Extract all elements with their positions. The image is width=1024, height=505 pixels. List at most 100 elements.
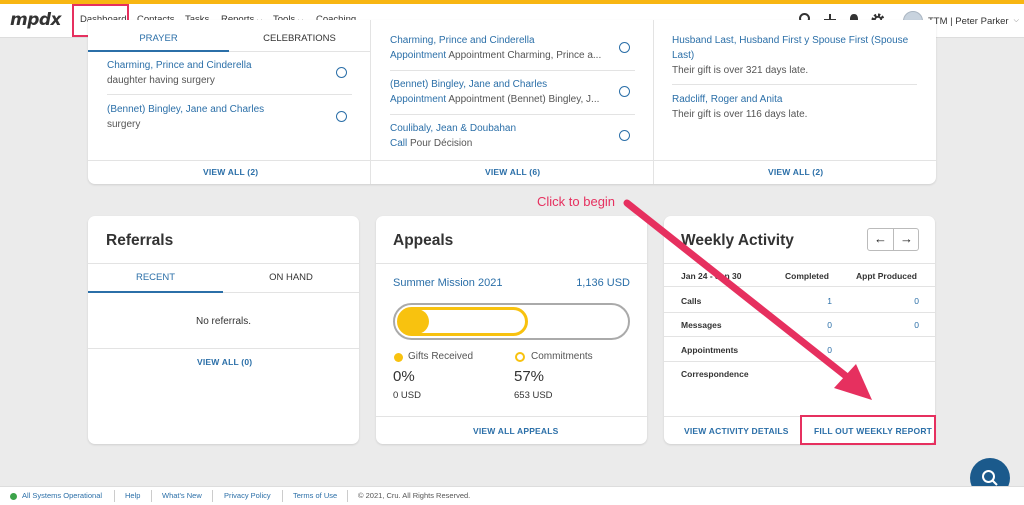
week-pager: ← → <box>867 228 919 251</box>
item-note: Their gift is over 321 days late. <box>672 65 809 76</box>
commitments-progress <box>397 307 528 336</box>
contact-name[interactable]: (Bennet) Bingley, Jane and Charles <box>107 104 265 115</box>
nav-tasks[interactable]: Tasks <box>185 14 209 25</box>
col-appt-produced: Appt Produced <box>856 271 917 281</box>
late-gift-item[interactable]: Radcliff, Roger and Anita Their gift is … <box>672 92 922 122</box>
appeal-progress-bar <box>393 303 630 340</box>
pager-divider <box>893 229 894 250</box>
messages-appt[interactable]: 0 <box>914 320 919 330</box>
gifts-amount: 0 USD <box>393 390 421 401</box>
weekly-activity-card: Weekly Activity ← → Jan 24 - Jan 30 Comp… <box>664 216 935 444</box>
row-label: Appointments <box>681 345 739 355</box>
complete-circle-icon[interactable] <box>336 67 347 78</box>
row-label: Messages <box>681 320 722 330</box>
list-item[interactable]: (Bennet) Bingley, Jane and Charles surge… <box>107 102 264 132</box>
tab-divider <box>229 51 370 52</box>
contact-name[interactable]: Radcliff, Roger and Anita <box>672 94 783 105</box>
footer-separator <box>347 490 348 502</box>
tab-divider <box>223 292 359 293</box>
calls-appt[interactable]: 0 <box>914 296 919 306</box>
contact-name[interactable]: Charming, Prince and Cinderella <box>107 60 252 71</box>
complete-circle-icon[interactable] <box>336 111 347 122</box>
commitments-percent: 57% <box>514 368 545 385</box>
divider <box>376 263 647 264</box>
gifts-progress <box>399 309 429 334</box>
appeals-card: Appeals Summer Mission 2021 1,136 USD Gi… <box>376 216 647 444</box>
nav-reports-label: Reports <box>221 14 254 25</box>
chevron-down-icon: ⌵ <box>1013 17 1019 24</box>
mpdx-logo[interactable]: mpdx <box>10 10 62 30</box>
appeal-name[interactable]: Summer Mission 2021 <box>393 277 503 289</box>
task-item[interactable]: Charming, Prince and Cinderella Appointm… <box>390 33 610 63</box>
footer-separator <box>114 490 115 502</box>
arrow-right-icon[interactable]: → <box>900 231 913 246</box>
complete-circle-icon[interactable] <box>619 130 630 141</box>
view-all-prayer[interactable]: VIEW ALL (2) <box>203 167 259 177</box>
tab-underline <box>88 291 223 293</box>
nav-coaching[interactable]: Coaching <box>316 14 356 25</box>
complete-circle-icon[interactable] <box>619 42 630 53</box>
task-item[interactable]: (Bennet) Bingley, Jane and Charles Appoi… <box>390 77 610 107</box>
footer-terms[interactable]: Terms of Use <box>293 491 338 500</box>
footer: All Systems Operational Help What's New … <box>0 486 1024 505</box>
view-all-appeals[interactable]: VIEW ALL APPEALS <box>473 426 559 436</box>
commitments-amount: 653 USD <box>514 390 553 401</box>
tab-on-hand[interactable]: ON HAND <box>269 272 313 283</box>
list-item[interactable]: Charming, Prince and Cinderella daughter… <box>107 58 252 88</box>
nav-contacts[interactable]: Contacts <box>137 14 175 25</box>
status-link[interactable]: All Systems Operational <box>22 491 103 500</box>
nav-tools-label: Tools <box>273 14 295 25</box>
contact-name-continued[interactable]: Last) <box>672 50 695 61</box>
view-all-tasks[interactable]: VIEW ALL (6) <box>485 167 541 177</box>
gifts-dot-icon <box>394 353 403 362</box>
messages-completed[interactable]: 0 <box>827 320 832 330</box>
appeal-goal-amount: 1,136 USD <box>576 277 630 289</box>
view-all-late-gifts[interactable]: VIEW ALL (2) <box>768 167 824 177</box>
empty-state: No referrals. <box>195 316 251 327</box>
gifts-percent: 0% <box>393 368 415 385</box>
fill-out-weekly-report-button[interactable]: FILL OUT WEEKLY REPORT <box>814 426 933 436</box>
divider <box>107 94 352 95</box>
complete-circle-icon[interactable] <box>619 86 630 97</box>
task-description: Pour Décision <box>410 138 473 149</box>
task-contact[interactable]: Charming, Prince and Cinderella <box>390 35 535 46</box>
footer-whats-new[interactable]: What's New <box>162 491 202 500</box>
late-gift-item[interactable]: Husband Last, Husband First y Spouse Fir… <box>672 33 922 78</box>
col-completed: Completed <box>785 271 829 281</box>
nav-dashboard[interactable]: Dashboard <box>80 14 126 25</box>
tab-recent[interactable]: RECENT <box>135 272 176 283</box>
commitments-ring-icon <box>515 352 525 362</box>
appointments-completed[interactable]: 0 <box>827 345 832 355</box>
column-divider <box>370 20 371 184</box>
tab-prayer[interactable]: PRAYER <box>139 33 178 44</box>
divider <box>88 160 936 161</box>
week-range: Jan 24 - Jan 30 <box>681 271 742 281</box>
footer-privacy[interactable]: Privacy Policy <box>224 491 271 500</box>
divider <box>390 114 635 115</box>
user-label: TTM | Peter Parker <box>928 15 1009 27</box>
top-accent-bar <box>0 0 1024 4</box>
tab-celebrations[interactable]: CELEBRATIONS <box>263 33 336 44</box>
divider <box>664 361 935 362</box>
view-activity-details[interactable]: VIEW ACTIVITY DETAILS <box>684 426 789 436</box>
task-item[interactable]: Coulibaly, Jean & Doubahan Call Pour Déc… <box>390 121 610 151</box>
task-description: Appointment Charming, Prince a... <box>448 50 602 61</box>
footer-separator <box>212 490 213 502</box>
task-type: Appointment <box>390 50 447 61</box>
contact-name[interactable]: Husband Last, Husband First y Spouse Fir… <box>672 35 909 46</box>
divider <box>664 416 935 417</box>
calls-completed[interactable]: 1 <box>827 296 832 306</box>
view-all-referrals[interactable]: VIEW ALL (0) <box>197 357 253 367</box>
referrals-card: Referrals RECENT ON HAND No referrals. V… <box>88 216 359 444</box>
status-dot-icon <box>10 493 17 500</box>
divider <box>664 312 935 313</box>
arrow-left-icon[interactable]: ← <box>874 231 887 246</box>
annotation-label: Click to begin <box>537 194 616 209</box>
card-title: Weekly Activity <box>681 232 794 249</box>
commitments-label: Commitments <box>531 351 593 362</box>
card-title: Referrals <box>106 232 174 249</box>
task-contact[interactable]: Coulibaly, Jean & Doubahan <box>390 123 517 134</box>
task-contact[interactable]: (Bennet) Bingley, Jane and Charles <box>390 79 548 90</box>
divider <box>376 416 647 417</box>
footer-help[interactable]: Help <box>125 491 141 500</box>
